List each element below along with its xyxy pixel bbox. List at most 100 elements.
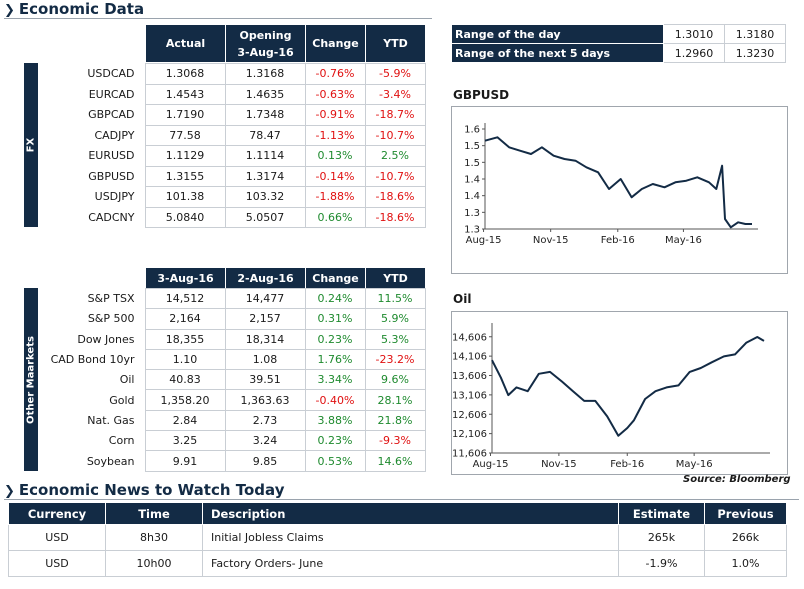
- x-tick-label: Nov-15: [533, 235, 569, 246]
- other-markets-table: S&P TSX 14,512 14,477 0.24% 11.5% S&P 500 2,16…: [38, 287, 426, 472]
- range-value: 1.2960: [663, 43, 725, 63]
- y-tick-label: 1.5: [464, 158, 480, 169]
- other-cell-name: S&P TSX: [87, 292, 135, 306]
- other-cell-col1: 2.84: [144, 409, 226, 432]
- fx-cell-ytd: -5.9%: [364, 63, 426, 85]
- fx-cell-opening: 78.47: [224, 124, 306, 146]
- y-tick-label: 1.6: [464, 125, 480, 136]
- fx-cell-change: 0.13%: [304, 145, 366, 167]
- table-row: CADJPY 77.58 78.47 -1.13% -10.7%: [38, 124, 426, 146]
- other-group-label: Other Maarkets: [24, 288, 38, 471]
- y-tick-label: 1.4: [464, 191, 480, 202]
- table-row: Gold 1,358.20 1,363.63 -0.40% 28.1%: [38, 389, 426, 411]
- y-tick-label: 1.3: [464, 225, 480, 236]
- table-row: GBPUSD 1.3155 1.3174 -0.14% -10.7%: [38, 165, 426, 187]
- table-row: S&P 500 2,164 2,157 0.31% 5.9%: [38, 308, 426, 330]
- fx-cell-change: -1.88%: [304, 186, 366, 208]
- divider: [4, 18, 432, 19]
- table-row: USD 8h30 Initial Jobless Claims 265k 266…: [8, 524, 787, 551]
- news-previous: 266k: [704, 524, 787, 551]
- y-tick-label: 14,606: [452, 332, 487, 343]
- table-row: EURUSD 1.1129 1.1114 0.13% 2.5%: [38, 145, 426, 167]
- other-cell-col1: 14,512: [144, 287, 226, 310]
- other-header-change: Change: [305, 267, 366, 289]
- other-cell-ytd: 14.6%: [364, 450, 426, 472]
- fx-cell-actual: 1.7190: [144, 104, 226, 126]
- other-cell-ytd: -9.3%: [364, 430, 426, 452]
- other-cell-col1: 9.91: [144, 450, 226, 472]
- other-cell-col2: 9.85: [224, 450, 306, 472]
- fx-cell-change: -0.14%: [304, 165, 366, 187]
- fx-cell-ytd: -10.7%: [364, 124, 426, 146]
- other-cell-ytd: 11.5%: [364, 287, 426, 310]
- range-value: 1.3010: [663, 24, 725, 44]
- y-tick-label: 1.5: [464, 141, 480, 152]
- y-tick-label: 13,106: [452, 390, 487, 401]
- table-row: EURCAD 1.4543 1.4635 -0.63% -3.4%: [38, 83, 426, 105]
- range-label-5days: Range of the next 5 days: [451, 43, 664, 63]
- y-tick-label: 11,606: [452, 449, 487, 460]
- fx-cell-ytd: -18.7%: [364, 104, 426, 126]
- fx-cell-opening: 1.3174: [224, 165, 306, 187]
- fx-cell-actual: 1.1129: [144, 145, 226, 167]
- fx-group-label: FX: [24, 63, 38, 227]
- x-tick-label: Aug-15: [473, 459, 509, 470]
- table-row: CADCNY 5.0840 5.0507 0.66% -18.6%: [38, 206, 426, 228]
- x-tick-label: Feb-16: [601, 235, 635, 246]
- fx-cell-ytd: -10.7%: [364, 165, 426, 187]
- news-header-description: Description: [202, 502, 619, 525]
- other-cell-change: 0.31%: [304, 308, 366, 330]
- news-currency: USD: [8, 524, 106, 551]
- other-cell-col2: 14,477: [224, 287, 306, 310]
- other-cell-col2: 2,157: [224, 308, 306, 330]
- other-cell-change: 1.76%: [304, 348, 366, 371]
- other-cell-col2: 1.08: [224, 348, 306, 371]
- fx-cell-name: EURCAD: [88, 87, 135, 101]
- other-cell-col2: 2.73: [224, 409, 306, 432]
- other-cell-change: 3.34%: [304, 369, 366, 391]
- news-header-previous: Previous: [704, 502, 787, 525]
- fx-table-header: Actual Opening 3-Aug-16 Change YTD: [145, 24, 426, 63]
- fx-cell-name: GBPUSD: [88, 169, 135, 183]
- y-tick-label: 12,106: [452, 429, 487, 440]
- fx-cell-change: -0.63%: [304, 83, 366, 105]
- x-tick-label: Aug-15: [466, 235, 502, 246]
- x-tick-label: May-16: [676, 459, 713, 470]
- fx-cell-opening: 1.1114: [224, 145, 306, 167]
- table-row: Nat. Gas 2.84 2.73 3.88% 21.8%: [38, 409, 426, 432]
- table-row: Corn 3.25 3.24 0.23% -9.3%: [38, 430, 426, 452]
- y-tick-label: 14,106: [452, 352, 487, 363]
- other-cell-name: Dow Jones: [77, 332, 135, 346]
- table-row: CAD Bond 10yr 1.10 1.08 1.76% -23.2%: [38, 348, 426, 371]
- series-line: [491, 336, 765, 437]
- other-cell-change: 3.88%: [304, 409, 366, 432]
- other-table-header: 3-Aug-16 2-Aug-16 Change YTD: [145, 267, 426, 289]
- series-line: [484, 136, 752, 229]
- chevron-right-icon: ❯: [4, 3, 15, 18]
- fx-cell-opening: 103.32: [224, 186, 306, 208]
- other-header-col1: 3-Aug-16: [145, 267, 226, 289]
- news-previous: 1.0%: [704, 550, 787, 577]
- other-cell-col2: 1,363.63: [224, 389, 306, 411]
- fx-cell-ytd: 2.5%: [364, 145, 426, 167]
- news-time: 8h30: [105, 524, 203, 551]
- gbpusd-chart: 1.6 1.5 1.5 1.4 1.4 1.3 1.3 Aug-15 Nov-15 Feb-16 M…: [451, 106, 788, 274]
- table-row: Oil 40.83 39.51 3.34% 9.6%: [38, 369, 426, 391]
- fx-cell-actual: 5.0840: [144, 206, 226, 228]
- fx-table: USDCAD 1.3068 1.3168 -0.76% -5.9% EURCAD 1.454…: [38, 63, 426, 228]
- other-header-ytd: YTD: [365, 267, 426, 289]
- news-estimate: -1.9%: [618, 550, 705, 577]
- range-value: 1.3230: [724, 43, 786, 63]
- news-estimate: 265k: [618, 524, 705, 551]
- news-description: Factory Orders- June: [202, 550, 619, 577]
- news-header-currency: Currency: [8, 502, 106, 525]
- oil-chart-svg: 14,606 14,106 13,606 13,106 12,606 12,106 11,6…: [452, 323, 770, 470]
- table-row: Soybean 9.91 9.85 0.53% 14.6%: [38, 450, 426, 472]
- oil-chart-title: Oil: [453, 292, 472, 306]
- other-cell-col1: 1.10: [144, 348, 226, 371]
- fx-cell-ytd: -3.4%: [364, 83, 426, 105]
- other-cell-col2: 18,314: [224, 328, 306, 350]
- news-table: Currency Time Description Estimate Previ…: [8, 502, 787, 577]
- other-cell-name: CAD Bond 10yr: [50, 353, 135, 367]
- news-header-time: Time: [105, 502, 203, 525]
